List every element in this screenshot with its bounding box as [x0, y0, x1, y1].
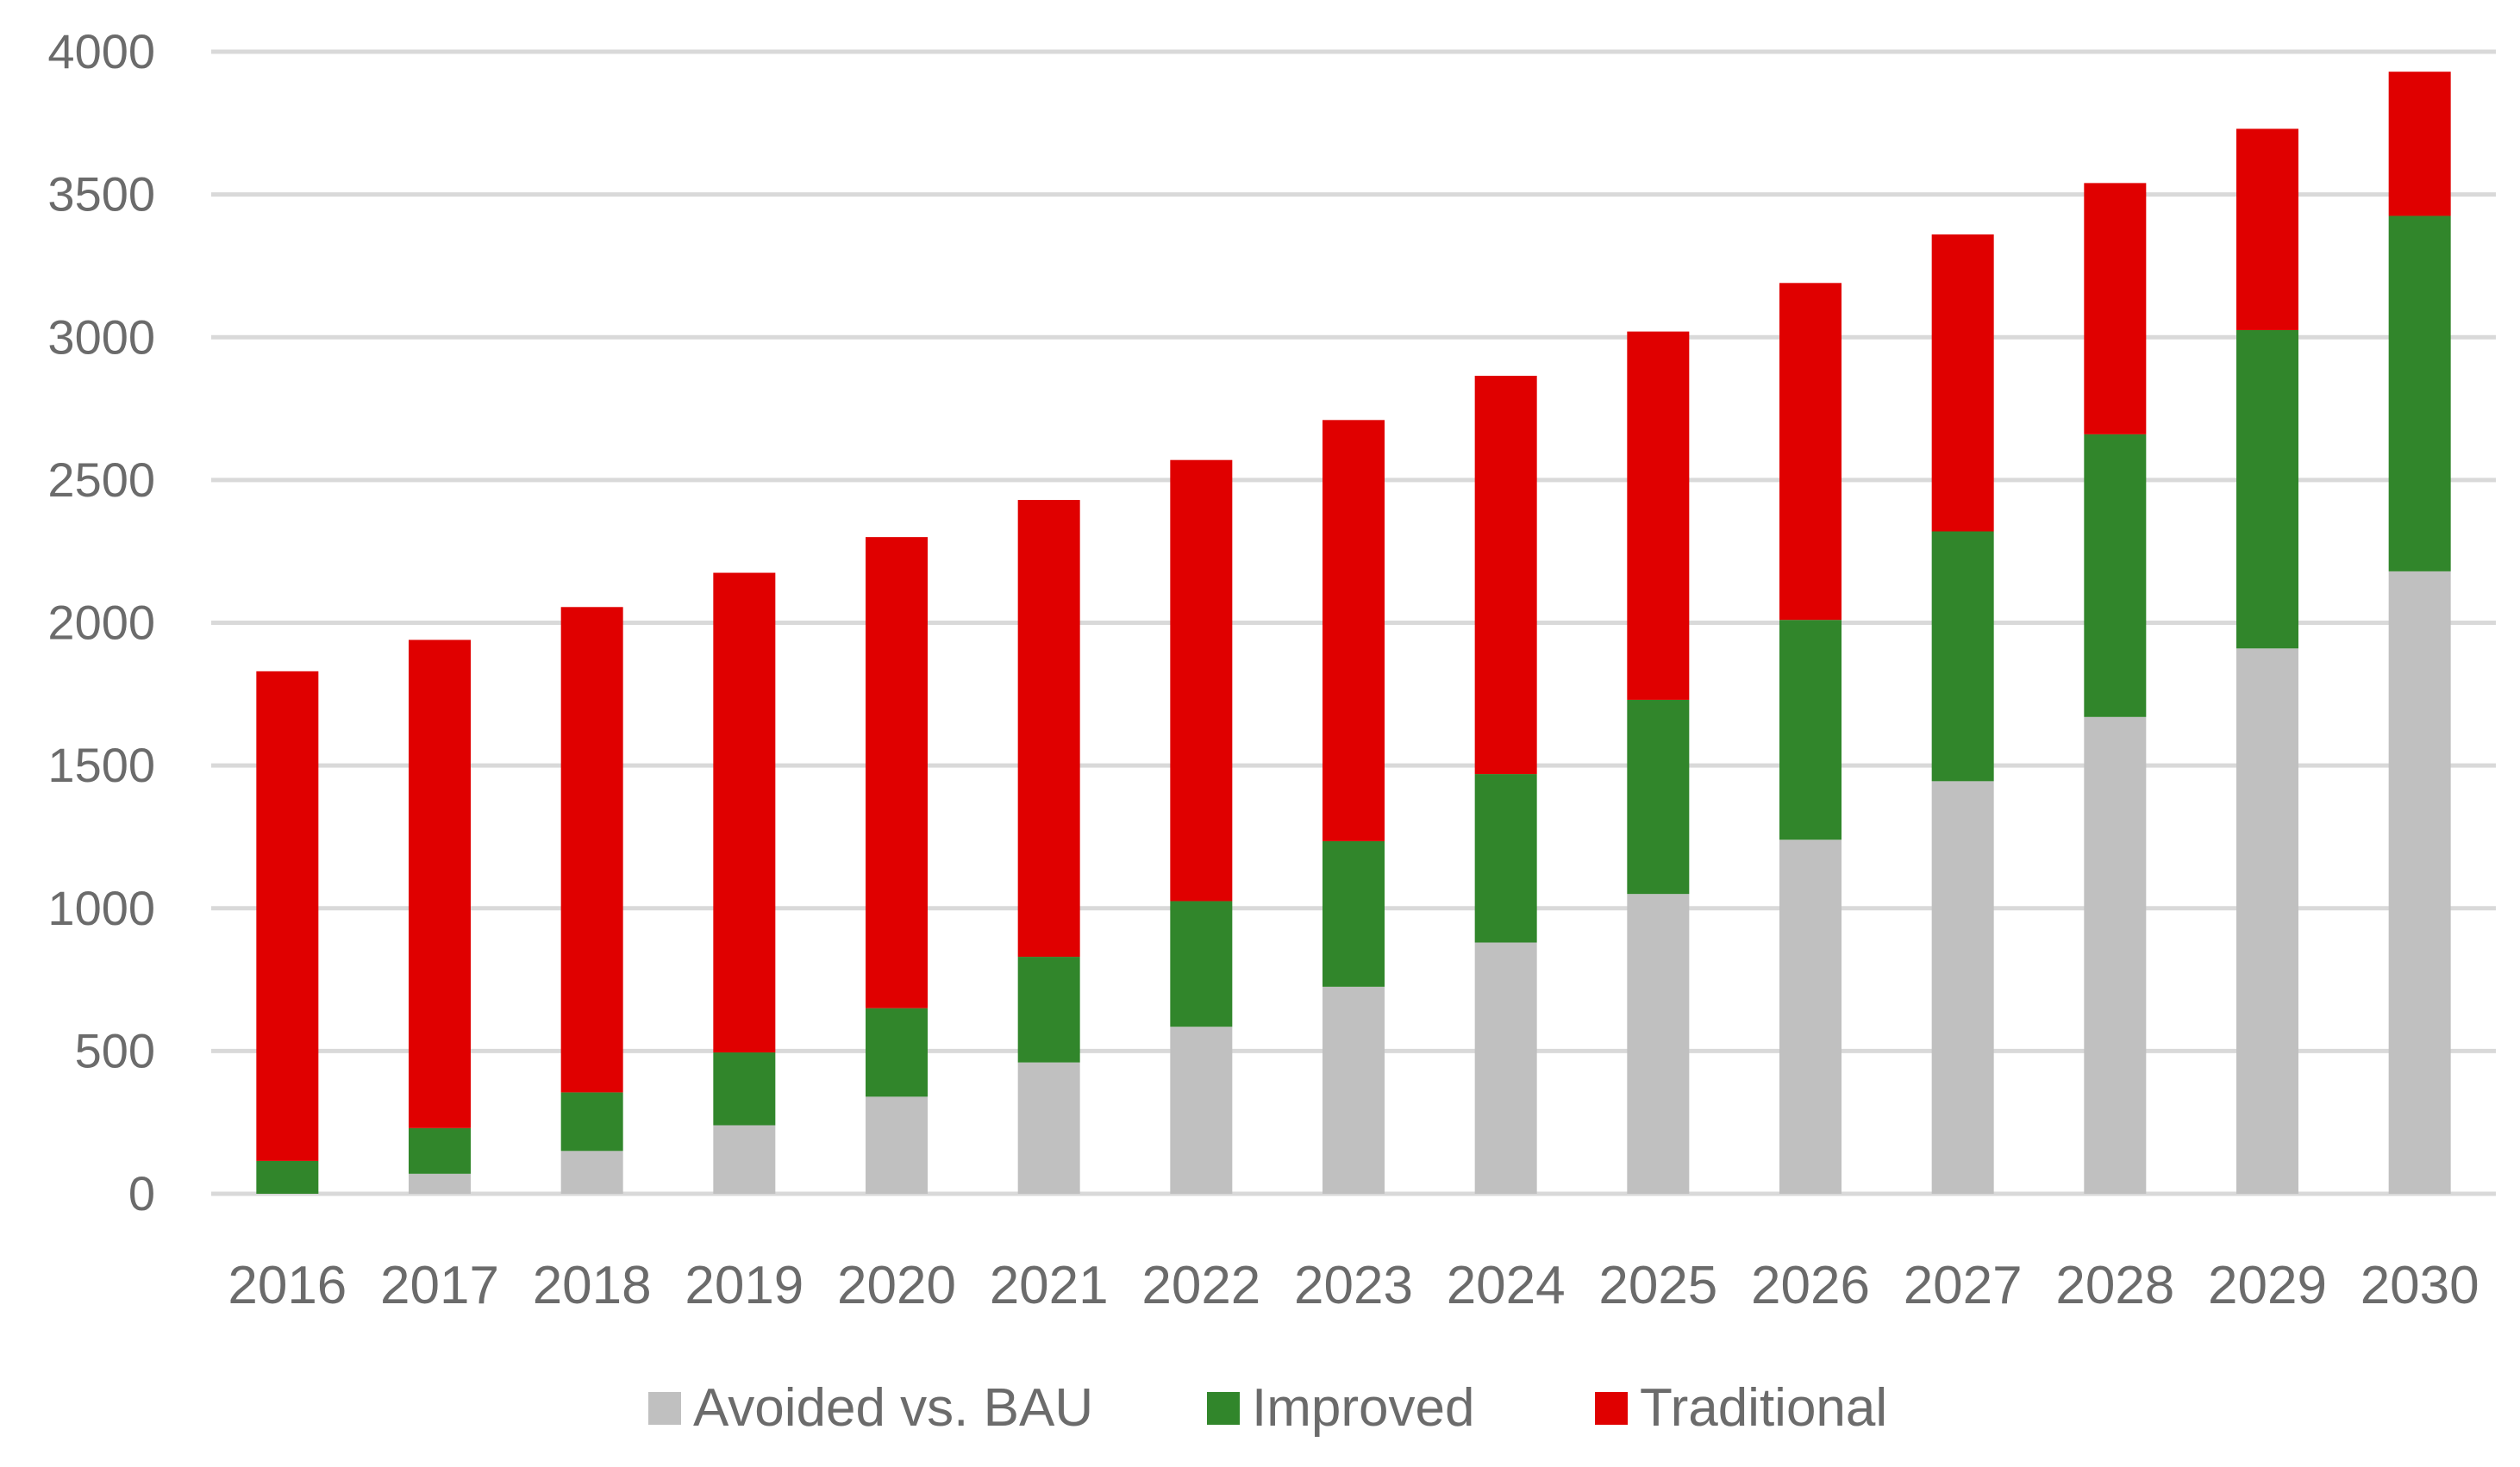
bar-traditional-2018 — [560, 607, 623, 1093]
x-tick-label: 2018 — [533, 1256, 652, 1315]
bar-traditional-2020 — [866, 537, 928, 1008]
legend-swatch — [1207, 1392, 1240, 1425]
x-tick-label: 2022 — [1141, 1256, 1260, 1315]
bar-avoided-vs-bau-2030 — [2388, 571, 2451, 1194]
bar-traditional-2017 — [409, 640, 471, 1128]
bar-improved-2024 — [1474, 774, 1537, 943]
bar-traditional-2029 — [2236, 128, 2298, 330]
x-tick-label: 2020 — [837, 1256, 956, 1315]
y-tick-label: 1000 — [47, 881, 155, 935]
x-tick-label: 2025 — [1598, 1256, 1717, 1315]
bar-improved-2016 — [256, 1160, 319, 1194]
bar-traditional-2025 — [1627, 331, 1690, 700]
bar-improved-2022 — [1170, 901, 1233, 1027]
bar-improved-2018 — [560, 1092, 623, 1152]
bar-improved-2021 — [1017, 957, 1080, 1063]
bar-traditional-2022 — [1170, 459, 1233, 902]
legend-label: Avoided vs. BAU — [693, 1378, 1093, 1438]
bar-avoided-vs-bau-2028 — [2084, 716, 2147, 1194]
bar-improved-2017 — [409, 1127, 471, 1174]
legend-label: Improved — [1252, 1378, 1474, 1438]
bar-traditional-2030 — [2388, 72, 2451, 216]
bar-avoided-vs-bau-2020 — [866, 1096, 928, 1194]
x-tick-label: 2027 — [1904, 1256, 2023, 1315]
x-tick-label: 2026 — [1751, 1256, 1870, 1315]
bar-avoided-vs-bau-2027 — [1931, 781, 1994, 1194]
bar-improved-2023 — [1323, 840, 1385, 987]
bar-avoided-vs-bau-2025 — [1627, 894, 1690, 1194]
bar-traditional-2027 — [1931, 234, 1994, 532]
bar-improved-2019 — [713, 1052, 776, 1126]
y-axis-tick-labels: 0 500 1000 1500 2000 2500 3000 3500 4000 — [47, 24, 155, 1220]
bar-traditional-2024 — [1474, 375, 1537, 775]
x-tick-label: 2024 — [1447, 1256, 1566, 1315]
bar-traditional-2023 — [1323, 420, 1385, 841]
y-tick-label: 4000 — [47, 24, 155, 78]
bar-avoided-vs-bau-2029 — [2236, 648, 2298, 1194]
legend-label: Traditional — [1640, 1378, 1887, 1438]
y-tick-label: 3500 — [47, 167, 155, 222]
x-tick-label: 2028 — [2055, 1256, 2174, 1315]
bar-avoided-vs-bau-2023 — [1323, 986, 1385, 1194]
bars — [256, 72, 2451, 1194]
bar-avoided-vs-bau-2019 — [713, 1125, 776, 1194]
bar-avoided-vs-bau-2017 — [409, 1173, 471, 1194]
x-tick-label: 2021 — [990, 1256, 1109, 1315]
y-tick-label: 3000 — [47, 309, 155, 364]
y-tick-label: 1500 — [47, 738, 155, 792]
y-tick-label: 0 — [128, 1166, 155, 1220]
legend-swatch — [648, 1392, 681, 1425]
bar-improved-2025 — [1627, 699, 1690, 895]
legend-swatch — [1595, 1392, 1628, 1425]
y-tick-label: 2000 — [47, 596, 155, 650]
x-tick-label: 2030 — [2361, 1256, 2479, 1315]
x-tick-label: 2016 — [228, 1256, 347, 1315]
bar-avoided-vs-bau-2024 — [1474, 942, 1537, 1194]
bar-improved-2020 — [866, 1008, 928, 1097]
bar-avoided-vs-bau-2018 — [560, 1151, 623, 1194]
x-axis-tick-labels: 2016 2017 2018 2019 2020 2021 2022 2023 2024 2025… — [228, 1256, 2479, 1315]
y-tick-label: 2500 — [47, 453, 155, 507]
bar-traditional-2021 — [1017, 500, 1080, 958]
bar-avoided-vs-bau-2021 — [1017, 1062, 1080, 1194]
bar-avoided-vs-bau-2026 — [1779, 840, 1842, 1194]
bar-improved-2028 — [2084, 434, 2147, 717]
bar-traditional-2026 — [1779, 283, 1842, 621]
x-tick-label: 2029 — [2208, 1256, 2327, 1315]
bar-avoided-vs-bau-2022 — [1170, 1027, 1233, 1194]
bar-traditional-2016 — [256, 671, 319, 1161]
bar-improved-2027 — [1931, 531, 1994, 782]
bar-traditional-2028 — [2084, 183, 2147, 434]
legend: Avoided vs. BAU Improved Traditional — [648, 1378, 1887, 1438]
x-tick-label: 2019 — [685, 1256, 804, 1315]
bar-improved-2030 — [2388, 215, 2451, 571]
bar-improved-2026 — [1779, 620, 1842, 840]
x-tick-label: 2023 — [1294, 1256, 1413, 1315]
bar-traditional-2019 — [713, 572, 776, 1053]
y-tick-label: 500 — [75, 1023, 155, 1077]
bar-improved-2029 — [2236, 329, 2298, 649]
x-tick-label: 2017 — [380, 1256, 499, 1315]
